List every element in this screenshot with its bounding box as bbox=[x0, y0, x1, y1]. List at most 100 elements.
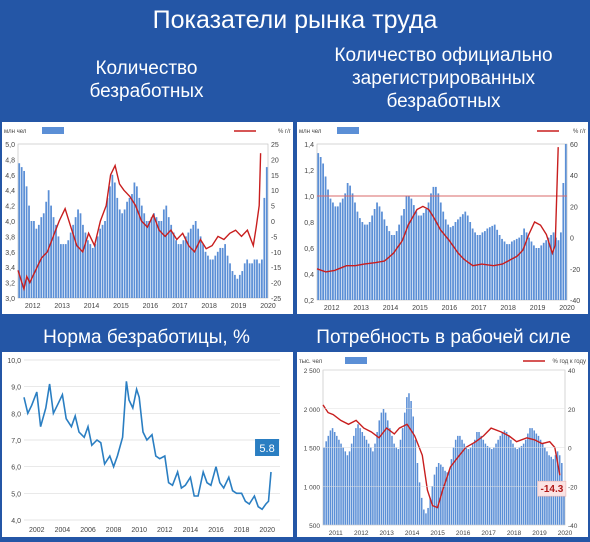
bar bbox=[535, 248, 538, 300]
bar bbox=[479, 235, 481, 300]
bar bbox=[23, 170, 26, 298]
bar bbox=[50, 205, 52, 298]
bar bbox=[145, 221, 148, 298]
bar bbox=[484, 231, 486, 300]
bar bbox=[123, 209, 126, 298]
bar bbox=[341, 198, 344, 300]
y2-tick-label: 15 bbox=[271, 173, 279, 180]
bar bbox=[523, 228, 525, 300]
bar bbox=[82, 224, 84, 298]
bar bbox=[89, 244, 92, 298]
bar bbox=[393, 443, 395, 525]
bar bbox=[520, 235, 523, 300]
bar bbox=[101, 224, 104, 298]
bar bbox=[507, 435, 510, 525]
bar bbox=[417, 215, 420, 300]
y2-tick-label: -20 bbox=[568, 484, 578, 491]
bar bbox=[513, 240, 516, 300]
bar bbox=[446, 472, 448, 525]
x-tick-label: 2016 bbox=[143, 303, 159, 310]
x-tick-label: 2012 bbox=[157, 527, 173, 534]
bar bbox=[331, 428, 334, 525]
bar bbox=[47, 190, 50, 298]
bar bbox=[77, 209, 79, 298]
bar bbox=[450, 459, 453, 525]
bar bbox=[317, 153, 320, 300]
y-tick-label: 6,0 bbox=[11, 465, 21, 472]
x-tick-label: 2020 bbox=[259, 527, 275, 534]
bar bbox=[430, 193, 432, 300]
bar bbox=[72, 224, 75, 298]
bar bbox=[444, 219, 447, 300]
bar bbox=[376, 432, 378, 525]
bar bbox=[67, 240, 70, 298]
y-tick-label: 4,2 bbox=[5, 204, 15, 211]
bar bbox=[501, 238, 503, 300]
bar bbox=[562, 183, 565, 300]
last-value-box bbox=[537, 480, 567, 497]
y2-tick-label: 60 bbox=[570, 142, 578, 149]
bar bbox=[400, 215, 403, 300]
bar bbox=[265, 167, 268, 298]
bar bbox=[231, 271, 234, 298]
bar bbox=[121, 213, 124, 298]
y-tick-label: 9,0 bbox=[11, 385, 21, 392]
left-unit-label: млн чел bbox=[299, 129, 322, 135]
y-tick-label: 10,0 bbox=[7, 358, 21, 365]
x-tick-label: 2014 bbox=[183, 527, 199, 534]
registered-title-line2: зарегистрированных bbox=[351, 68, 536, 89]
bar bbox=[525, 232, 528, 300]
bar bbox=[339, 202, 342, 300]
bar bbox=[57, 236, 60, 298]
bar bbox=[79, 213, 82, 298]
bar bbox=[463, 443, 465, 525]
bar bbox=[393, 235, 396, 300]
plot-frame bbox=[17, 143, 269, 299]
bar bbox=[452, 225, 454, 300]
y2-tick-label: 20 bbox=[568, 407, 576, 414]
x-tick-label: 2018 bbox=[500, 305, 516, 312]
y2-tick-label: -10 bbox=[271, 250, 281, 257]
bar bbox=[408, 393, 410, 525]
registered-chart: 0,2 0,4 0,6 0,8 1,0 1,2 1,4 -40 -20 0 20 40 60 2012 20… bbox=[299, 127, 587, 312]
bar bbox=[444, 470, 446, 525]
bar bbox=[515, 238, 518, 300]
bar bbox=[361, 222, 364, 300]
bar bbox=[481, 232, 484, 300]
y-tick-label: 3,0 bbox=[5, 296, 15, 303]
bar bbox=[138, 197, 141, 298]
bar bbox=[469, 222, 472, 300]
bar bbox=[33, 221, 35, 298]
bar bbox=[389, 428, 391, 525]
bar bbox=[167, 217, 170, 298]
unemployed-chart: 3,0 3,2 3,4 3,6 3,8 4,0 4,2 4,4 4,6 4,8 5,0 -25 -20 -… bbox=[4, 127, 292, 310]
x-tick-label: 2015 bbox=[412, 305, 428, 312]
bar bbox=[437, 463, 440, 525]
bar bbox=[162, 209, 165, 298]
bar bbox=[503, 241, 506, 300]
bar bbox=[338, 439, 340, 525]
bar bbox=[74, 217, 77, 298]
bar bbox=[192, 224, 195, 298]
bar bbox=[448, 470, 451, 525]
bar bbox=[454, 222, 457, 300]
bar bbox=[508, 244, 511, 300]
y-tick-label: 1,0 bbox=[304, 194, 314, 201]
x-tick-label: 2012 bbox=[25, 303, 41, 310]
bar bbox=[158, 221, 160, 298]
bar bbox=[248, 263, 251, 298]
bar bbox=[488, 227, 491, 300]
bar bbox=[216, 251, 219, 298]
series-line bbox=[322, 404, 561, 509]
x-tick-label: 2002 bbox=[29, 527, 45, 534]
y-tick-label: 8,0 bbox=[11, 411, 21, 418]
bar bbox=[329, 430, 332, 525]
registered-title-line3: безработных bbox=[386, 91, 501, 112]
bar bbox=[484, 443, 487, 525]
bar bbox=[334, 206, 337, 300]
bar bbox=[415, 211, 418, 300]
y2-tick-label: -40 bbox=[568, 523, 578, 530]
y2-tick-label: 20 bbox=[570, 204, 578, 211]
bar bbox=[412, 205, 415, 300]
bar bbox=[420, 497, 423, 525]
